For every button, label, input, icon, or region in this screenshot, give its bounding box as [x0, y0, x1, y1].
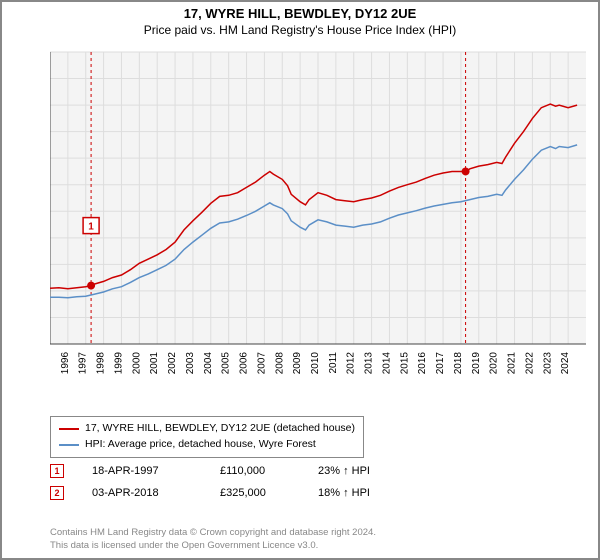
price-chart: £0£50K£100K£150K£200K£250K£300K£350K£400…: [50, 48, 590, 380]
svg-text:2000: 2000: [131, 352, 142, 375]
svg-text:2005: 2005: [221, 352, 232, 375]
svg-text:2024: 2024: [560, 352, 571, 375]
legend-swatch: [59, 444, 79, 446]
svg-text:2001: 2001: [149, 352, 160, 375]
svg-text:2022: 2022: [524, 352, 535, 375]
title-address: 17, WYRE HILL, BEWDLEY, DY12 2UE: [2, 6, 598, 21]
sale-date: 03-APR-2018: [92, 487, 192, 499]
title-subtitle: Price paid vs. HM Land Registry's House …: [2, 23, 598, 37]
title-block: 17, WYRE HILL, BEWDLEY, DY12 2UE Price p…: [2, 2, 598, 39]
footer-line: This data is licensed under the Open Gov…: [50, 540, 376, 552]
svg-text:2003: 2003: [185, 352, 196, 375]
sale-hpi: 18% ↑ HPI: [318, 487, 408, 499]
svg-text:2018: 2018: [453, 352, 464, 375]
legend-row: 17, WYRE HILL, BEWDLEY, DY12 2UE (detach…: [59, 421, 355, 437]
svg-text:2019: 2019: [471, 352, 482, 375]
svg-text:2008: 2008: [274, 352, 285, 375]
svg-text:2021: 2021: [507, 352, 518, 375]
sale-price: £110,000: [220, 465, 290, 477]
chart-container: 17, WYRE HILL, BEWDLEY, DY12 2UE Price p…: [0, 0, 600, 560]
svg-text:2002: 2002: [167, 352, 178, 375]
svg-text:2017: 2017: [435, 352, 446, 375]
legend-label: 17, WYRE HILL, BEWDLEY, DY12 2UE (detach…: [85, 421, 355, 437]
svg-text:2023: 2023: [542, 352, 553, 375]
legend-label: HPI: Average price, detached house, Wyre…: [85, 437, 316, 453]
svg-text:2011: 2011: [328, 352, 339, 374]
legend-row: HPI: Average price, detached house, Wyre…: [59, 437, 355, 453]
svg-text:2010: 2010: [310, 352, 321, 375]
sale-marker-icon: 1: [50, 464, 64, 478]
svg-text:2009: 2009: [292, 352, 303, 375]
sales-table: 1 18-APR-1997 £110,000 23% ↑ HPI 2 03-AP…: [50, 460, 408, 504]
svg-text:1997: 1997: [78, 352, 89, 375]
svg-text:2012: 2012: [346, 352, 357, 375]
svg-text:2007: 2007: [256, 352, 267, 375]
svg-text:2006: 2006: [239, 352, 250, 375]
sale-price: £325,000: [220, 487, 290, 499]
sale-marker-icon: 2: [50, 486, 64, 500]
svg-text:2004: 2004: [203, 352, 214, 375]
sale-date: 18-APR-1997: [92, 465, 192, 477]
footer-line: Contains HM Land Registry data © Crown c…: [50, 527, 376, 539]
footer: Contains HM Land Registry data © Crown c…: [50, 527, 376, 552]
legend-swatch: [59, 428, 79, 430]
sale-row: 1 18-APR-1997 £110,000 23% ↑ HPI: [50, 460, 408, 482]
svg-text:2013: 2013: [364, 352, 375, 375]
svg-text:1996: 1996: [60, 352, 71, 375]
svg-text:2020: 2020: [489, 352, 500, 375]
svg-text:2016: 2016: [417, 352, 428, 375]
svg-text:1995: 1995: [50, 352, 53, 375]
svg-text:1998: 1998: [96, 352, 107, 375]
legend: 17, WYRE HILL, BEWDLEY, DY12 2UE (detach…: [50, 416, 364, 458]
sale-hpi: 23% ↑ HPI: [318, 465, 408, 477]
svg-text:2014: 2014: [381, 352, 392, 375]
svg-text:2015: 2015: [399, 352, 410, 375]
svg-text:1999: 1999: [113, 352, 124, 375]
sale-row: 2 03-APR-2018 £325,000 18% ↑ HPI: [50, 482, 408, 504]
svg-text:1: 1: [88, 222, 94, 233]
